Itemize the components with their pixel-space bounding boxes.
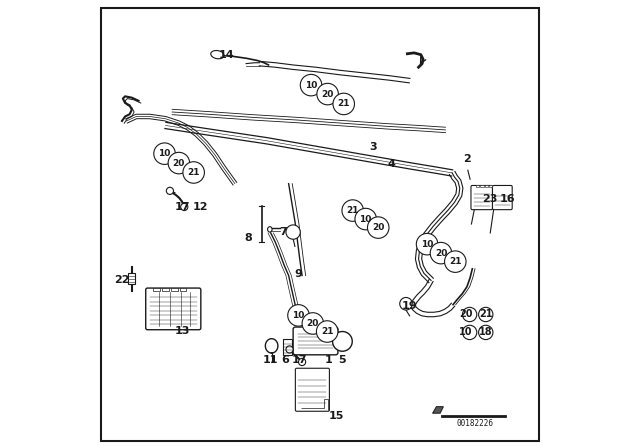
Ellipse shape [268, 227, 272, 232]
Circle shape [298, 358, 306, 366]
Text: 15: 15 [328, 411, 344, 421]
Circle shape [333, 332, 352, 351]
Text: 10: 10 [360, 215, 372, 224]
Text: 21: 21 [449, 257, 461, 266]
Bar [154, 288, 159, 291]
Text: 19: 19 [402, 301, 417, 310]
Bar [485, 185, 488, 187]
Text: 21: 21 [346, 206, 359, 215]
Text: 12: 12 [193, 202, 209, 212]
Text: 20: 20 [321, 90, 334, 99]
Text: 14: 14 [219, 50, 235, 60]
Text: 20: 20 [173, 159, 185, 168]
Circle shape [367, 217, 389, 238]
Text: 5: 5 [338, 355, 346, 365]
FancyBboxPatch shape [493, 185, 512, 210]
Circle shape [355, 208, 376, 230]
Circle shape [166, 187, 173, 194]
FancyBboxPatch shape [146, 288, 201, 330]
Circle shape [317, 83, 339, 105]
Circle shape [300, 74, 322, 96]
Text: 23: 23 [482, 194, 497, 204]
Text: 20: 20 [307, 319, 319, 328]
Text: 7: 7 [280, 227, 287, 237]
Bar [284, 339, 292, 355]
Text: 13: 13 [175, 326, 190, 336]
Bar [128, 273, 136, 284]
Text: 20: 20 [435, 249, 447, 258]
Text: 20: 20 [372, 223, 385, 232]
Circle shape [342, 200, 364, 221]
Text: 3: 3 [369, 142, 377, 152]
Circle shape [479, 325, 493, 340]
Circle shape [316, 321, 338, 342]
Text: 10: 10 [460, 327, 473, 336]
Text: 10: 10 [421, 240, 433, 249]
Circle shape [479, 307, 493, 322]
Text: 4: 4 [387, 159, 395, 168]
Text: 22: 22 [114, 276, 129, 285]
Text: 17: 17 [175, 202, 190, 212]
FancyBboxPatch shape [293, 327, 338, 355]
Ellipse shape [211, 51, 224, 59]
Text: 17: 17 [291, 355, 307, 365]
Text: 21: 21 [337, 99, 350, 108]
Text: 2: 2 [463, 154, 471, 164]
Circle shape [180, 203, 188, 211]
Text: 00182226: 00182226 [456, 419, 493, 428]
Text: 21: 21 [479, 309, 493, 319]
Text: 11: 11 [263, 355, 278, 365]
Text: 20: 20 [460, 309, 473, 319]
Circle shape [183, 162, 204, 183]
Bar [476, 185, 479, 187]
Text: 9: 9 [294, 269, 303, 279]
Text: 10: 10 [292, 311, 305, 320]
Text: 10: 10 [305, 81, 317, 90]
Bar [163, 288, 168, 291]
Text: 10: 10 [158, 149, 171, 158]
FancyBboxPatch shape [296, 368, 330, 411]
Text: 16: 16 [499, 194, 515, 204]
Text: 21: 21 [321, 327, 333, 336]
Circle shape [288, 305, 309, 326]
Text: 21: 21 [188, 168, 200, 177]
Circle shape [463, 307, 477, 322]
Circle shape [154, 143, 175, 164]
Bar [172, 288, 177, 291]
FancyBboxPatch shape [471, 185, 493, 210]
Polygon shape [433, 407, 443, 413]
Bar [481, 185, 484, 187]
Circle shape [417, 233, 438, 255]
Circle shape [286, 225, 300, 239]
Circle shape [445, 251, 466, 272]
Text: 18: 18 [479, 327, 493, 336]
Bar [180, 288, 186, 291]
Text: 1: 1 [324, 355, 332, 365]
Bar [490, 185, 493, 187]
Circle shape [333, 93, 355, 115]
Circle shape [463, 325, 477, 340]
Circle shape [430, 242, 452, 264]
Circle shape [286, 346, 293, 353]
Text: 8: 8 [244, 233, 252, 243]
Circle shape [302, 313, 324, 334]
Circle shape [400, 297, 412, 310]
Circle shape [168, 152, 189, 174]
Text: 6: 6 [281, 355, 289, 365]
